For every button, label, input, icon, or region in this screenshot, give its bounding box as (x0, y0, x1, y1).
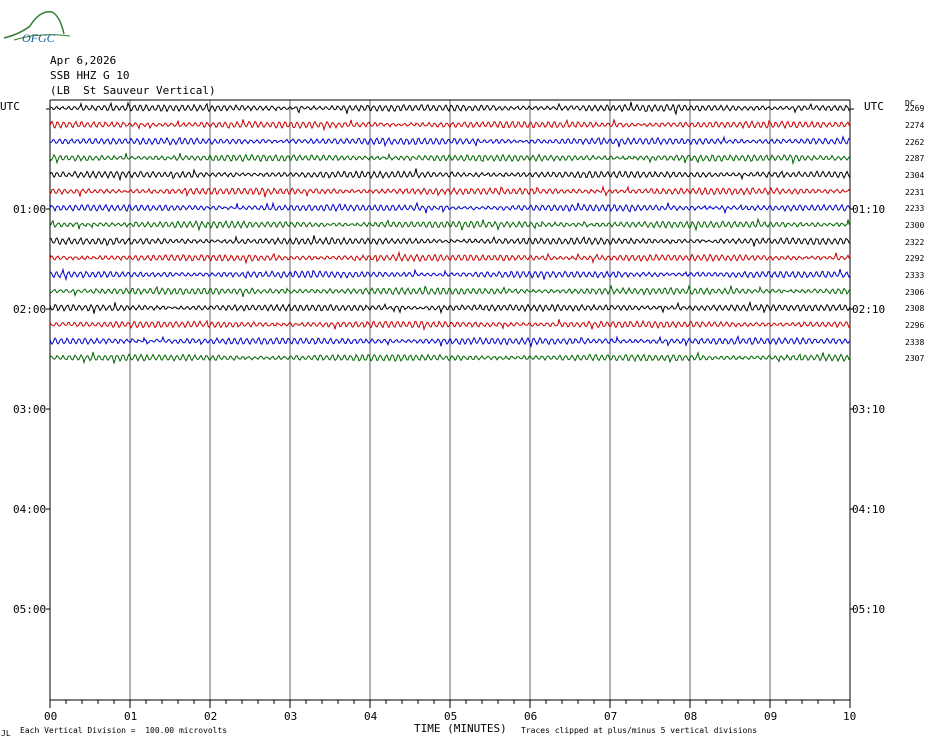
seismic-trace (49, 334, 851, 349)
seismic-trace (49, 351, 851, 365)
right-time-label: 05:10 (852, 603, 886, 616)
seismic-trace (49, 300, 851, 315)
dc-value: 2233 (905, 204, 925, 213)
right-time-label: 02:10 (852, 303, 886, 316)
left-time-label: 03:00 (13, 403, 47, 416)
dc-value: 2308 (905, 304, 925, 313)
seismic-trace (49, 267, 851, 282)
dc-value: 2296 (905, 321, 925, 330)
seismic-trace (49, 118, 851, 132)
seismic-trace (49, 135, 851, 148)
trace-group (49, 101, 851, 365)
left-time-label: 02:00 (13, 303, 47, 316)
utc-label-right: UTC (864, 100, 884, 113)
ofgc-logo: OFGC (3, 11, 71, 44)
left-time-label: 05:00 (13, 603, 47, 616)
seismic-trace (49, 235, 851, 247)
logo-text: OFGC (22, 31, 56, 44)
footer-mark: JL (1, 729, 11, 738)
x-tick-label: 04 (364, 710, 378, 723)
right-time-label: 03:10 (852, 403, 886, 416)
dc-value: 2292 (905, 254, 925, 263)
dc-value: 2307 (905, 354, 925, 363)
clip-note: Traces clipped at plus/minus 5 vertical … (521, 726, 758, 735)
x-tick-label: 01 (124, 710, 138, 723)
x-tick-label: 07 (604, 710, 618, 723)
dc-value: 2287 (905, 154, 925, 163)
x-axis-title: TIME (MINUTES) (414, 722, 507, 735)
dc-value: 2322 (905, 238, 925, 247)
seismic-trace (50, 101, 851, 116)
x-tick-label: 02 (204, 710, 218, 723)
dc-value: 2269 (905, 104, 925, 113)
seismic-trace (49, 319, 851, 332)
logo-mountain-icon (3, 11, 65, 39)
dc-value: 2262 (905, 138, 925, 147)
seismic-trace (49, 201, 851, 215)
seismic-trace (49, 250, 851, 265)
dc-value: 2231 (905, 188, 925, 197)
right-time-label: 01:10 (852, 203, 886, 216)
header-location: (LB St Sauveur Vertical) (50, 84, 216, 97)
dc-value: 2333 (905, 271, 925, 280)
x-tick-label: 06 (524, 710, 538, 723)
x-tick-label: 08 (684, 710, 698, 723)
dc-label: DC (905, 99, 915, 108)
left-time-label: 04:00 (13, 503, 47, 516)
header-date: Apr 6,2026 (50, 54, 117, 67)
header-station: SSB HHZ G 10 (50, 69, 130, 82)
dc-value: 2304 (905, 171, 925, 180)
utc-label-left: UTC (0, 100, 20, 113)
left-time-label: 01:00 (13, 203, 47, 216)
seismic-trace (49, 284, 851, 298)
scale-note: Each Vertical Division = 100.00 microvol… (20, 726, 228, 735)
seismic-trace (49, 152, 851, 166)
dc-value: 2338 (905, 338, 925, 347)
x-tick-label: 00 (44, 710, 58, 723)
right-time-label: 04:10 (852, 503, 886, 516)
plot-grid (46, 99, 854, 708)
x-tick-label: 10 (843, 710, 857, 723)
seismic-trace (49, 168, 851, 182)
dc-value: 2300 (905, 221, 925, 230)
seismic-trace (49, 184, 851, 198)
x-tick-label: 09 (764, 710, 778, 723)
dc-value: 2274 (905, 121, 925, 130)
x-tick-label: 05 (444, 710, 458, 723)
x-tick-label: 03 (284, 710, 298, 723)
dc-value: 2306 (905, 288, 925, 297)
seismic-trace (49, 217, 851, 232)
